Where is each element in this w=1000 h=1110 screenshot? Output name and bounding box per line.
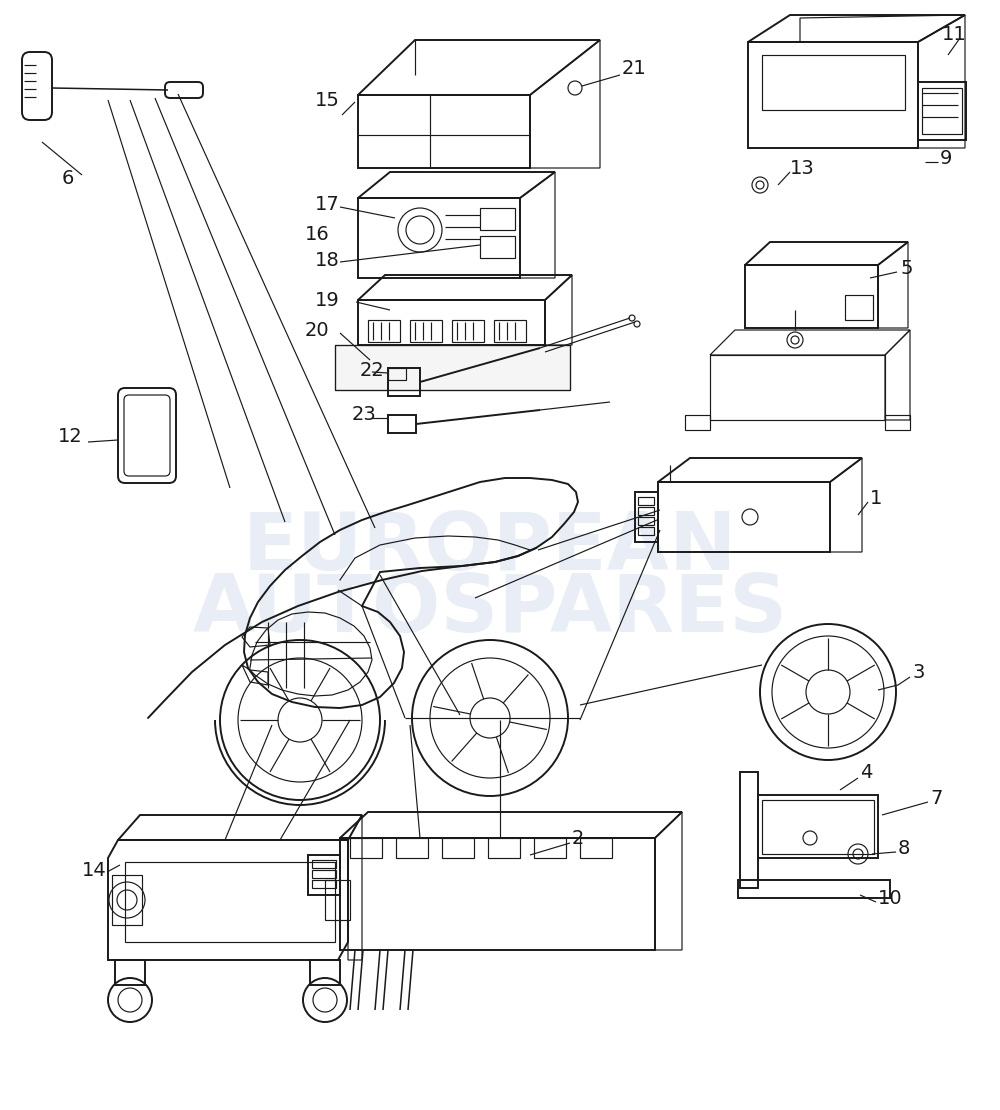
Bar <box>325 880 350 920</box>
Text: 1: 1 <box>870 488 882 507</box>
Bar <box>388 369 420 396</box>
Bar <box>494 320 526 342</box>
Bar <box>638 497 654 505</box>
Text: 7: 7 <box>930 788 942 807</box>
Text: 9: 9 <box>940 149 952 168</box>
Bar <box>312 860 336 868</box>
Text: 15: 15 <box>315 91 340 110</box>
Text: 18: 18 <box>315 251 340 270</box>
Bar <box>845 295 873 320</box>
Text: 12: 12 <box>58 427 83 446</box>
Text: 8: 8 <box>898 838 910 858</box>
Bar <box>638 507 654 515</box>
Bar <box>922 88 962 134</box>
Text: 10: 10 <box>878 888 903 908</box>
Bar <box>388 415 416 433</box>
Text: 11: 11 <box>942 26 967 44</box>
Text: 20: 20 <box>305 321 330 340</box>
Text: EUROPEAN: EUROPEAN <box>243 509 737 587</box>
Text: 19: 19 <box>315 291 340 310</box>
Text: 5: 5 <box>900 259 912 278</box>
Text: 21: 21 <box>622 59 647 78</box>
Text: 3: 3 <box>912 663 924 682</box>
Text: 22: 22 <box>360 361 385 380</box>
Bar <box>368 320 400 342</box>
Bar <box>480 236 515 258</box>
Bar <box>112 875 142 925</box>
Bar <box>410 320 442 342</box>
Bar <box>480 208 515 230</box>
Text: 14: 14 <box>82 860 107 879</box>
Text: 16: 16 <box>305 225 330 244</box>
Text: 23: 23 <box>352 405 377 424</box>
Bar <box>638 527 654 535</box>
Polygon shape <box>335 345 570 390</box>
Bar <box>638 517 654 525</box>
Text: 2: 2 <box>572 828 584 848</box>
Text: 17: 17 <box>315 195 340 214</box>
Bar <box>452 320 484 342</box>
Text: 13: 13 <box>790 159 815 178</box>
Text: AUTOSPARES: AUTOSPARES <box>192 571 788 649</box>
Bar <box>388 369 406 380</box>
Bar <box>312 880 336 888</box>
Bar <box>918 82 966 140</box>
Text: 6: 6 <box>62 169 74 188</box>
Bar <box>762 800 874 854</box>
Bar <box>312 870 336 878</box>
Text: 4: 4 <box>860 764 872 783</box>
